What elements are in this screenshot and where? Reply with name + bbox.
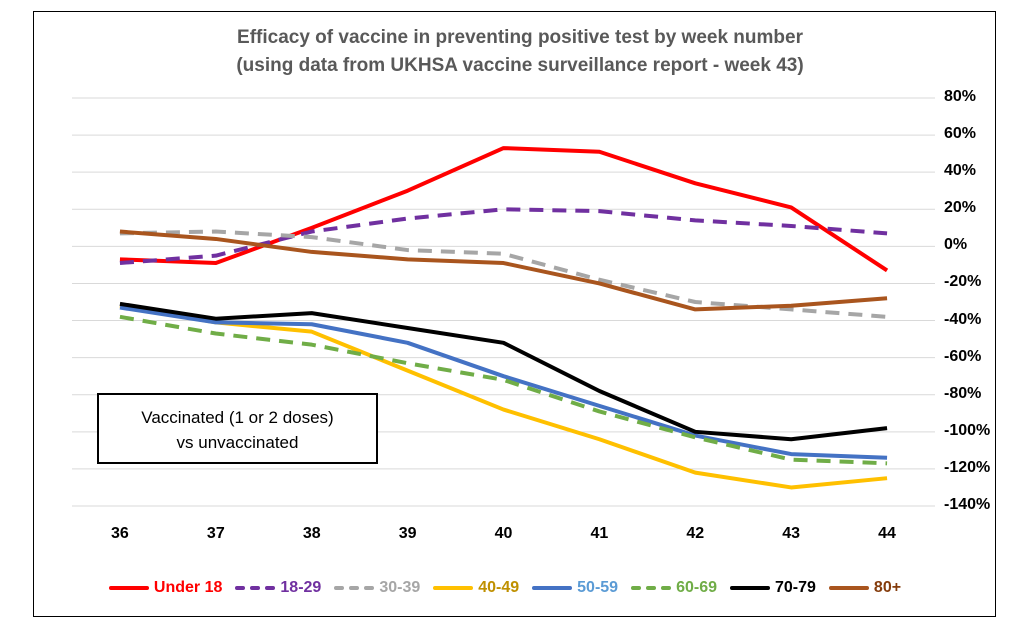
y-axis-tick-label: -140% [944, 496, 991, 513]
legend-swatch-segment [646, 585, 657, 591]
y-axis-tick-label: -80% [944, 384, 982, 402]
legend-swatch-segment [433, 585, 474, 591]
series-line-70-79 [119, 301, 888, 442]
y-axis-tick-label: 80% [944, 88, 977, 105]
legend-swatch-under-18 [108, 585, 149, 591]
legend-swatch-80 [828, 585, 869, 591]
legend-swatch-70-79 [730, 585, 770, 591]
series-line-50-59 [119, 305, 888, 460]
y-axis-tick-label: -40% [944, 310, 982, 328]
legend-label: 70-79 [775, 579, 816, 596]
legend-item-40-49: 40-49 [433, 579, 519, 597]
legend-label: 18-29 [280, 579, 322, 596]
legend-swatch-segment [828, 585, 869, 591]
legend-label: 60-69 [676, 579, 717, 596]
annotation-line2: vs unvaccinated [176, 433, 299, 452]
legend-swatch-segment [334, 585, 345, 591]
series-line-80 [119, 229, 888, 312]
x-axis-tick-label: 42 [686, 525, 705, 542]
annotation-box: Vaccinated (1 or 2 doses) vs unvaccinate… [97, 393, 378, 464]
x-axis-tick-label: 38 [302, 525, 321, 542]
legend-swatch-segment [108, 585, 149, 591]
legend-swatch-segment [730, 585, 770, 591]
series-line-under-18 [119, 146, 889, 273]
annotation-line1: Vaccinated (1 or 2 doses) [141, 408, 334, 427]
y-axis-tick-label: -120% [944, 458, 991, 476]
chart-legend: Under 18 18-29 30-39 40-49 50-59 60-69 70-79 80… [40, 579, 970, 597]
x-axis-tick-label: 41 [590, 525, 609, 542]
chart-title: Efficacy of vaccine in preventing positi… [60, 24, 980, 80]
y-axis-tick-label: 40% [944, 162, 977, 180]
legend-swatch-segment [631, 585, 642, 591]
y-axis-tick-label: 60% [944, 125, 977, 143]
series-line-18-29 [119, 207, 888, 266]
x-axis-tick-label: 40 [494, 525, 513, 542]
legend-item-18-29: 18-29 [235, 579, 321, 597]
legend-swatch-30-39 [334, 585, 375, 591]
legend-label: 40-49 [478, 579, 520, 596]
legend-label: 80+ [873, 579, 902, 596]
legend-swatch-segment [661, 585, 672, 591]
legend-swatch-segment [250, 585, 261, 591]
legend-item-30-39: 30-39 [334, 579, 420, 597]
legend-swatch-segment [265, 585, 276, 591]
legend-label: 50-59 [577, 579, 619, 596]
y-axis-tick-label: -100% [944, 421, 991, 439]
legend-swatch-segment [364, 585, 375, 591]
y-axis-tick-label: 20% [944, 199, 977, 217]
series-line-40-49 [119, 303, 888, 490]
legend-item-under-18: Under 18 [108, 579, 223, 597]
y-axis-tick-label: 0% [944, 236, 968, 254]
legend-item-80: 80+ [828, 579, 902, 597]
legend-swatch-50-59 [532, 585, 573, 591]
chart-title-line2: (using data from UKHSA vaccine surveilla… [236, 55, 804, 76]
legend-item-60-69: 60-69 [631, 579, 717, 597]
y-axis-tick-label: -20% [944, 273, 982, 291]
x-axis-tick-label: 44 [878, 525, 896, 542]
chart-title-line1: Efficacy of vaccine in preventing positi… [237, 27, 803, 48]
legend-swatch-18-29 [235, 585, 276, 591]
legend-swatch-segment [532, 585, 573, 591]
x-axis-tick-label: 39 [398, 525, 417, 542]
x-axis-tick-label: 37 [206, 525, 225, 542]
legend-item-50-59: 50-59 [532, 579, 618, 597]
x-axis-tick-label: 36 [111, 525, 129, 542]
y-axis-tick-label: -60% [944, 347, 982, 365]
legend-label: Under 18 [153, 579, 223, 596]
legend-swatch-segment [349, 585, 360, 591]
series-line-60-69 [119, 314, 888, 466]
series-line-30-39 [119, 229, 888, 319]
x-axis-tick-label: 43 [782, 525, 801, 542]
legend-swatch-60-69 [631, 585, 672, 591]
legend-item-70-79: 70-79 [730, 579, 816, 597]
legend-swatch-40-49 [433, 585, 474, 591]
legend-label: 30-39 [379, 579, 421, 596]
legend-swatch-segment [235, 585, 246, 591]
